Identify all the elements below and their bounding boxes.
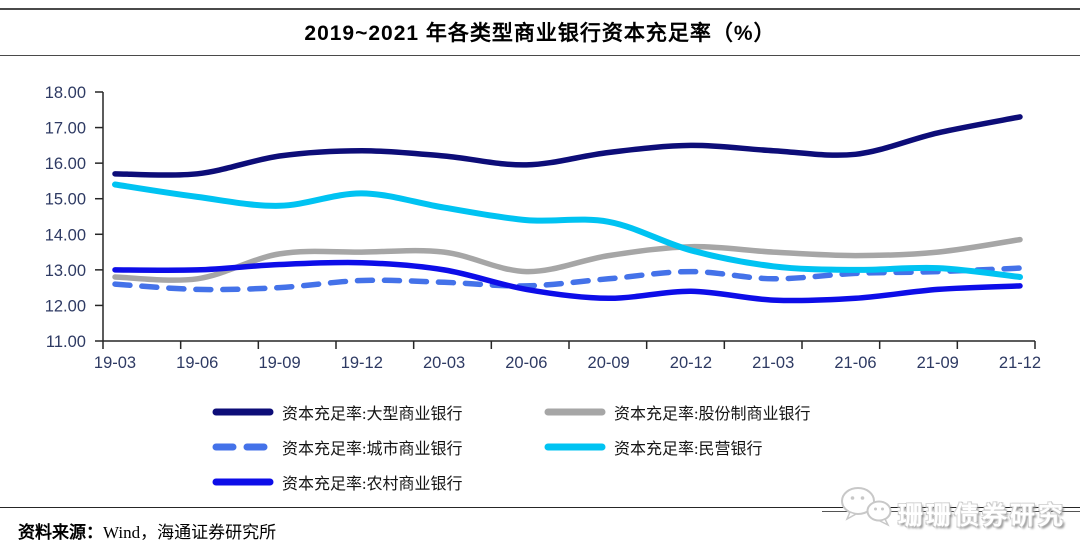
watermark-line xyxy=(822,511,1080,512)
wechat-icon xyxy=(841,487,892,527)
source-label: 资料来源： xyxy=(18,523,103,542)
legend-label: 资本充足率:城市商业银行 xyxy=(282,440,463,458)
top-divider xyxy=(0,8,1080,10)
chart-title: 2019~2021 年各类型商业银行资本充足率（%） xyxy=(304,22,776,45)
x-tick-label: 19-06 xyxy=(176,354,218,372)
x-tick-label: 20-03 xyxy=(423,354,465,372)
legend-label: 资本充足率:大型商业银行 xyxy=(282,405,463,423)
x-tick-label: 20-12 xyxy=(670,354,712,372)
chart-legend: 资本充足率:大型商业银行 资本充足率:股份制商业银行 资本充足率:城市商业银行 资本充… xyxy=(212,394,876,499)
y-tick-label: 13.00 xyxy=(45,262,86,280)
x-tick-label: 21-03 xyxy=(752,354,794,372)
legend-item: 资本充足率:农村商业银行 xyxy=(212,470,544,494)
y-tick-label: 17.00 xyxy=(45,120,86,138)
legend-label: 资本充足率:民营银行 xyxy=(614,440,763,458)
x-tick-label: 19-09 xyxy=(258,354,300,372)
legend-swatch xyxy=(544,408,606,415)
watermark-text: 珊珊债券研究 xyxy=(898,502,1067,530)
legend-label: 资本充足率:股份制商业银行 xyxy=(614,405,811,423)
x-tick-label: 20-09 xyxy=(588,354,630,372)
y-tick-label: 12.00 xyxy=(45,297,86,315)
line-chart: 18.00 17.00 16.00 15.00 14.00 13.00 12.00 11.00… xyxy=(45,84,1041,372)
legend-label: 资本充足率:农村商业银行 xyxy=(282,475,463,493)
source-note: 资料来源：Wind，海通证券研究所 xyxy=(18,518,276,543)
y-tick-label: 11.00 xyxy=(46,333,86,351)
legend-item: 资本充足率:城市商业银行 xyxy=(212,435,544,459)
x-tick-label: 19-03 xyxy=(94,354,136,372)
source-text: Wind，海通证券研究所 xyxy=(103,523,277,542)
x-tick-label: 21-12 xyxy=(999,354,1041,372)
x-tick-label: 21-09 xyxy=(917,354,959,372)
x-tick-label: 20-06 xyxy=(505,354,547,372)
series-line xyxy=(112,236,1023,283)
legend-swatch xyxy=(212,408,274,415)
legend-item: 资本充足率:股份制商业银行 xyxy=(544,400,876,424)
series-line xyxy=(112,114,1023,178)
x-tick-label: 19-12 xyxy=(341,354,383,372)
series-line xyxy=(112,181,1023,280)
y-tick-label: 15.00 xyxy=(45,191,86,209)
y-tick-label: 16.00 xyxy=(45,155,86,173)
title-divider xyxy=(0,55,1080,56)
watermark: 珊珊债券研究 xyxy=(822,474,1080,544)
legend-swatch xyxy=(212,478,274,485)
series-line xyxy=(112,259,1023,304)
y-tick-label: 18.00 xyxy=(45,84,86,102)
legend-swatch xyxy=(544,443,606,450)
footer-divider xyxy=(0,507,1080,508)
x-tick-label: 21-06 xyxy=(834,354,876,372)
legend-item: 资本充足率:民营银行 xyxy=(544,435,876,459)
legend-item: 资本充足率:大型商业银行 xyxy=(212,400,544,424)
y-tick-label: 14.00 xyxy=(45,226,86,244)
legend-swatch xyxy=(212,443,274,450)
